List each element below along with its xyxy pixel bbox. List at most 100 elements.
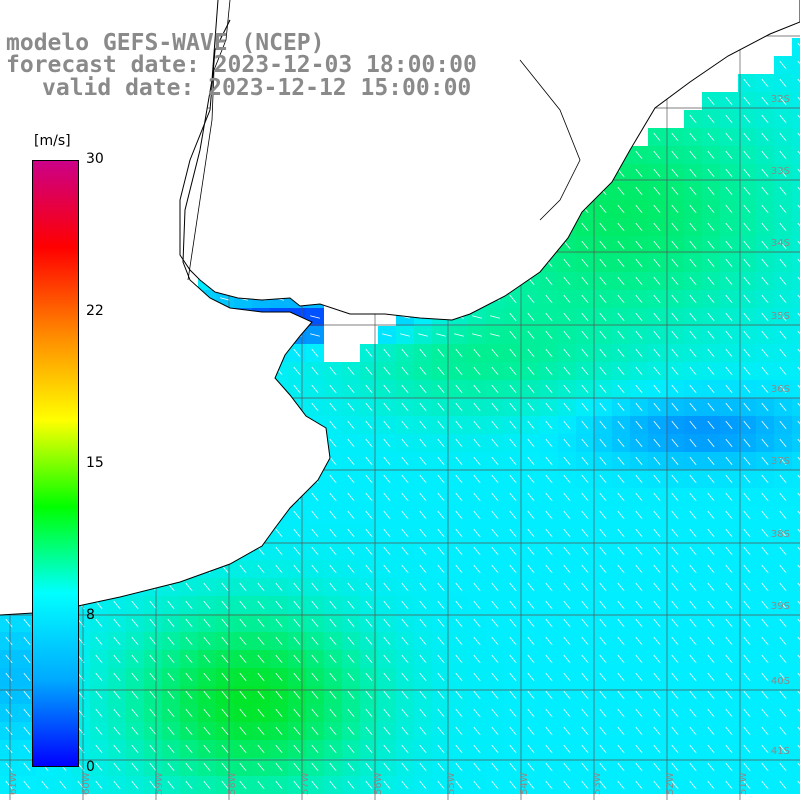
wind-arrow bbox=[671, 240, 679, 250]
wind-arrow bbox=[491, 456, 499, 466]
wind-arrow bbox=[23, 762, 31, 772]
wind-arrow bbox=[455, 402, 463, 412]
wind-arrow bbox=[779, 510, 787, 520]
wind-arrow bbox=[221, 636, 229, 646]
wind-arrow bbox=[293, 348, 301, 358]
wind-arrow bbox=[419, 402, 427, 412]
wind-arrow bbox=[797, 312, 800, 317]
wind-arrow bbox=[473, 564, 481, 574]
wind-arrow bbox=[473, 636, 481, 646]
wind-arrow bbox=[779, 312, 787, 322]
wind-arrow bbox=[563, 294, 571, 304]
colorbar bbox=[32, 160, 79, 767]
wind-arrow bbox=[113, 618, 121, 628]
wind-arrow bbox=[329, 492, 337, 502]
wind-arrow bbox=[653, 708, 661, 718]
wind-arrow bbox=[599, 240, 607, 250]
wind-arrow bbox=[491, 672, 499, 682]
wind-arrow bbox=[59, 780, 67, 790]
wind-arrow bbox=[293, 564, 301, 574]
wind-cell bbox=[792, 344, 800, 362]
wind-arrow bbox=[113, 636, 121, 646]
wind-arrow bbox=[761, 708, 769, 718]
wind-arrow bbox=[743, 330, 751, 340]
wind-arrow bbox=[707, 672, 715, 682]
wind-arrow bbox=[329, 510, 337, 520]
wind-arrow bbox=[23, 690, 31, 700]
wind-arrow bbox=[797, 690, 800, 695]
wind-arrow bbox=[113, 780, 121, 790]
wind-arrow bbox=[365, 600, 373, 610]
lon-label: 56W bbox=[373, 772, 384, 795]
wind-cell bbox=[792, 254, 800, 272]
wind-arrow bbox=[779, 600, 787, 610]
wind-arrow bbox=[311, 402, 319, 412]
wind-arrow bbox=[419, 492, 427, 502]
wind-arrow bbox=[491, 474, 499, 484]
wind-arrow bbox=[725, 546, 733, 556]
wind-arrow bbox=[149, 744, 157, 754]
wind-arrow bbox=[635, 168, 643, 178]
wind-arrow bbox=[347, 474, 355, 484]
wind-arrow bbox=[5, 618, 13, 628]
wind-arrow bbox=[311, 726, 319, 736]
wind-arrow bbox=[419, 582, 427, 592]
wind-arrow bbox=[689, 546, 697, 556]
wind-arrow bbox=[203, 636, 211, 646]
wind-arrow bbox=[545, 744, 553, 754]
wind-arrow bbox=[671, 204, 679, 214]
wind-cell bbox=[792, 524, 800, 542]
wind-arrow bbox=[707, 780, 715, 790]
wind-arrow bbox=[563, 672, 571, 682]
wind-arrow bbox=[455, 456, 463, 466]
wind-arrow bbox=[527, 312, 535, 322]
wind-arrow bbox=[671, 222, 679, 232]
wind-arrow bbox=[401, 420, 409, 430]
wind-arrow bbox=[491, 546, 499, 556]
wind-arrow bbox=[473, 690, 481, 700]
wind-arrow bbox=[437, 690, 445, 700]
wind-arrow bbox=[221, 654, 229, 664]
wind-arrow bbox=[707, 438, 715, 448]
wind-cell bbox=[792, 236, 800, 254]
wind-arrow bbox=[725, 420, 733, 430]
wind-arrow bbox=[419, 672, 427, 682]
wind-arrow bbox=[617, 294, 625, 304]
wind-arrow bbox=[779, 780, 787, 790]
wind-arrow bbox=[725, 366, 733, 376]
wind-arrow bbox=[635, 204, 643, 214]
wind-arrow bbox=[509, 636, 517, 646]
wind-arrow bbox=[653, 474, 661, 484]
wind-arrow bbox=[545, 402, 553, 412]
wind-arrow bbox=[383, 780, 391, 790]
wind-arrow bbox=[689, 438, 697, 448]
wind-arrow bbox=[707, 726, 715, 736]
wind-arrow bbox=[689, 150, 697, 160]
wind-arrow bbox=[95, 780, 103, 790]
wind-arrow bbox=[221, 672, 229, 682]
wind-arrow bbox=[149, 672, 157, 682]
wind-arrow bbox=[599, 420, 607, 430]
lon-label: 61W bbox=[8, 772, 19, 795]
wind-arrow bbox=[311, 348, 319, 358]
wind-arrow bbox=[779, 168, 787, 178]
wind-arrow bbox=[725, 168, 733, 178]
wind-arrow bbox=[707, 222, 715, 232]
wind-arrow bbox=[743, 762, 751, 772]
wind-arrow bbox=[797, 456, 800, 461]
wind-arrow bbox=[599, 510, 607, 520]
wind-arrow bbox=[725, 564, 733, 574]
wind-arrow bbox=[221, 618, 229, 628]
wind-arrow bbox=[707, 402, 715, 412]
wind-arrow bbox=[707, 132, 715, 142]
wind-arrow bbox=[581, 492, 589, 502]
wind-arrow bbox=[671, 150, 679, 160]
wind-arrow bbox=[347, 690, 355, 700]
wind-arrow bbox=[131, 744, 139, 754]
wind-arrow bbox=[473, 456, 481, 466]
wind-arrow bbox=[491, 348, 499, 358]
wind-arrow bbox=[329, 564, 337, 574]
wind-arrow bbox=[545, 294, 553, 304]
wind-arrow bbox=[257, 726, 265, 736]
